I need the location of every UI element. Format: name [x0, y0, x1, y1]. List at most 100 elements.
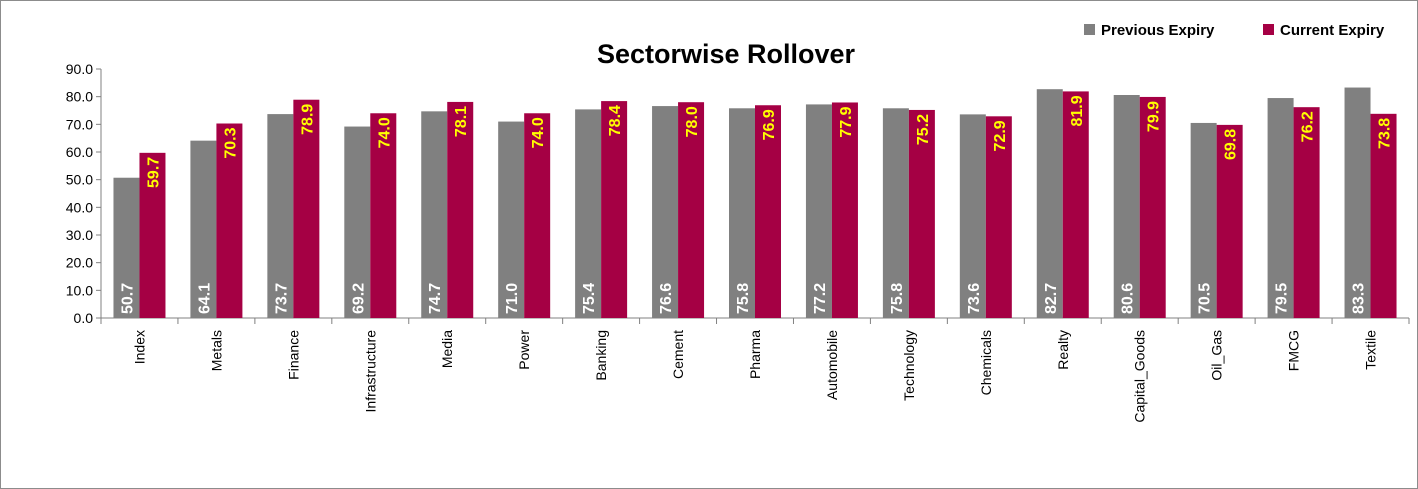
current-expiry-data-label: 74.0	[376, 117, 393, 148]
current-expiry-data-label: 74.0	[530, 117, 547, 148]
previous-expiry-bar	[1344, 87, 1371, 318]
previous-expiry-bar	[805, 104, 832, 318]
current-expiry-data-label: 72.9	[992, 120, 1009, 151]
previous-expiry-bar	[1036, 89, 1063, 319]
legend-label-current-expiry: Current Expiry	[1280, 22, 1385, 39]
previous-expiry-bar	[113, 177, 140, 318]
current-expiry-bar	[755, 105, 781, 318]
x-category-label: Chemicals	[978, 330, 994, 395]
current-expiry-data-label: 70.3	[222, 127, 239, 158]
current-expiry-bar	[1370, 113, 1397, 318]
x-category-label: Media	[439, 330, 455, 368]
x-category-label: Technology	[901, 330, 917, 401]
y-tick-label: 90.0	[66, 61, 93, 77]
previous-expiry-data-label: 80.6	[1120, 283, 1137, 314]
bars	[113, 87, 1397, 319]
current-expiry-bar	[601, 101, 628, 319]
legend-label-previous-expiry: Previous Expiry	[1101, 22, 1215, 39]
previous-expiry-bar	[959, 114, 986, 318]
previous-expiry-data-label: 79.5	[1274, 283, 1291, 314]
previous-expiry-data-label: 69.2	[350, 283, 367, 314]
y-axis: 0.0 10.0 20.0 30.0 40.0 50.0 60.0 70.0 80.0 90.0	[66, 61, 102, 326]
current-expiry-bar	[678, 102, 705, 318]
previous-expiry-data-label: 74.7	[427, 283, 444, 314]
current-expiry-bar	[139, 152, 166, 318]
current-expiry-bar	[1139, 96, 1166, 319]
current-expiry-data-label: 77.9	[838, 106, 855, 137]
x-category-label: Power	[516, 330, 532, 370]
current-expiry-bar	[293, 99, 320, 319]
current-expiry-bar	[1293, 107, 1320, 319]
previous-expiry-data-label: 75.8	[889, 283, 906, 314]
previous-expiry-data-label: 75.4	[581, 283, 598, 314]
current-expiry-data-label: 78.9	[299, 104, 316, 135]
previous-expiry-bar	[575, 109, 602, 318]
chart-title: Sectorwise Rollover	[597, 39, 856, 69]
previous-expiry-data-label: 50.7	[119, 283, 136, 314]
previous-expiry-data-label: 82.7	[1043, 283, 1060, 314]
current-expiry-data-label: 73.8	[1377, 118, 1394, 149]
previous-expiry-data-label: 73.6	[966, 283, 983, 314]
current-expiry-bar	[985, 116, 1012, 318]
x-category-label: Infrastructure	[362, 330, 378, 413]
legend-swatch-previous-expiry	[1084, 24, 1095, 35]
previous-expiry-data-label: 76.6	[658, 283, 675, 314]
x-category-label: Finance	[285, 330, 301, 380]
current-expiry-bar	[1216, 124, 1243, 319]
previous-expiry-bar	[1113, 95, 1140, 318]
y-tick-label: 30.0	[66, 227, 93, 243]
previous-expiry-bar	[344, 126, 371, 319]
x-category-label: Cement	[670, 330, 686, 379]
current-expiry-bar	[216, 123, 243, 319]
x-category-label: Pharma	[747, 330, 763, 379]
y-tick-label: 10.0	[66, 282, 93, 298]
previous-expiry-data-label: 64.1	[196, 283, 213, 314]
current-expiry-bar	[370, 113, 397, 319]
previous-expiry-bar	[1267, 98, 1294, 318]
current-expiry-bar	[524, 113, 551, 319]
y-tick-label: 50.0	[66, 172, 93, 188]
current-expiry-data-label: 78.0	[684, 106, 701, 137]
previous-expiry-bar	[882, 108, 909, 318]
previous-expiry-data-label: 73.7	[273, 283, 290, 314]
x-category-label: Metals	[208, 330, 224, 371]
x-category-label: Automobile	[824, 330, 840, 400]
y-tick-label: 70.0	[66, 116, 93, 132]
previous-expiry-bar	[1190, 122, 1217, 318]
previous-expiry-data-label: 71.0	[504, 283, 521, 314]
x-category-label: Realty	[1055, 330, 1071, 370]
legend-swatch-current-expiry	[1263, 24, 1274, 35]
x-axis: Index Metals Finance Infrastructure Media Pow…	[100, 317, 1410, 423]
y-tick-label: 80.0	[66, 89, 93, 105]
current-expiry-bar	[447, 101, 474, 318]
previous-expiry-data-label: 70.5	[1197, 283, 1214, 314]
y-tick-label: 60.0	[66, 144, 93, 160]
x-category-label: FMCG	[1286, 330, 1302, 371]
data-labels: 50.7 59.7 64.1 70.3 73.7 78.9 69.2 74.0 74.7 78.1…	[119, 95, 1393, 314]
y-tick-label: 20.0	[66, 255, 93, 271]
previous-expiry-bar	[267, 114, 294, 318]
current-expiry-bar	[1062, 91, 1089, 318]
current-expiry-data-label: 75.2	[915, 114, 932, 145]
previous-expiry-bar	[421, 111, 448, 318]
previous-expiry-bar	[652, 106, 679, 318]
y-tick-label: 0.0	[74, 310, 94, 326]
current-expiry-bar	[908, 109, 935, 319]
x-category-label: Banking	[593, 330, 609, 381]
current-expiry-data-label: 81.9	[1069, 95, 1086, 126]
x-category-label: Textile	[1363, 330, 1379, 370]
previous-expiry-data-label: 83.3	[1351, 283, 1368, 314]
x-category-label: Oil_Gas	[1209, 330, 1225, 381]
current-expiry-data-label: 76.9	[761, 109, 778, 140]
x-category-label: Capital_Goods	[1132, 330, 1148, 423]
previous-expiry-bar	[498, 121, 525, 318]
current-expiry-data-label: 69.8	[1223, 129, 1240, 160]
current-expiry-bar	[831, 102, 858, 318]
previous-expiry-bar	[190, 140, 217, 318]
current-expiry-data-label: 78.1	[453, 106, 470, 137]
current-expiry-data-label: 59.7	[145, 157, 162, 188]
x-category-label: Index	[131, 330, 147, 364]
current-expiry-data-label: 79.9	[1146, 101, 1163, 132]
legend: Previous Expiry Current Expiry	[1084, 22, 1385, 39]
